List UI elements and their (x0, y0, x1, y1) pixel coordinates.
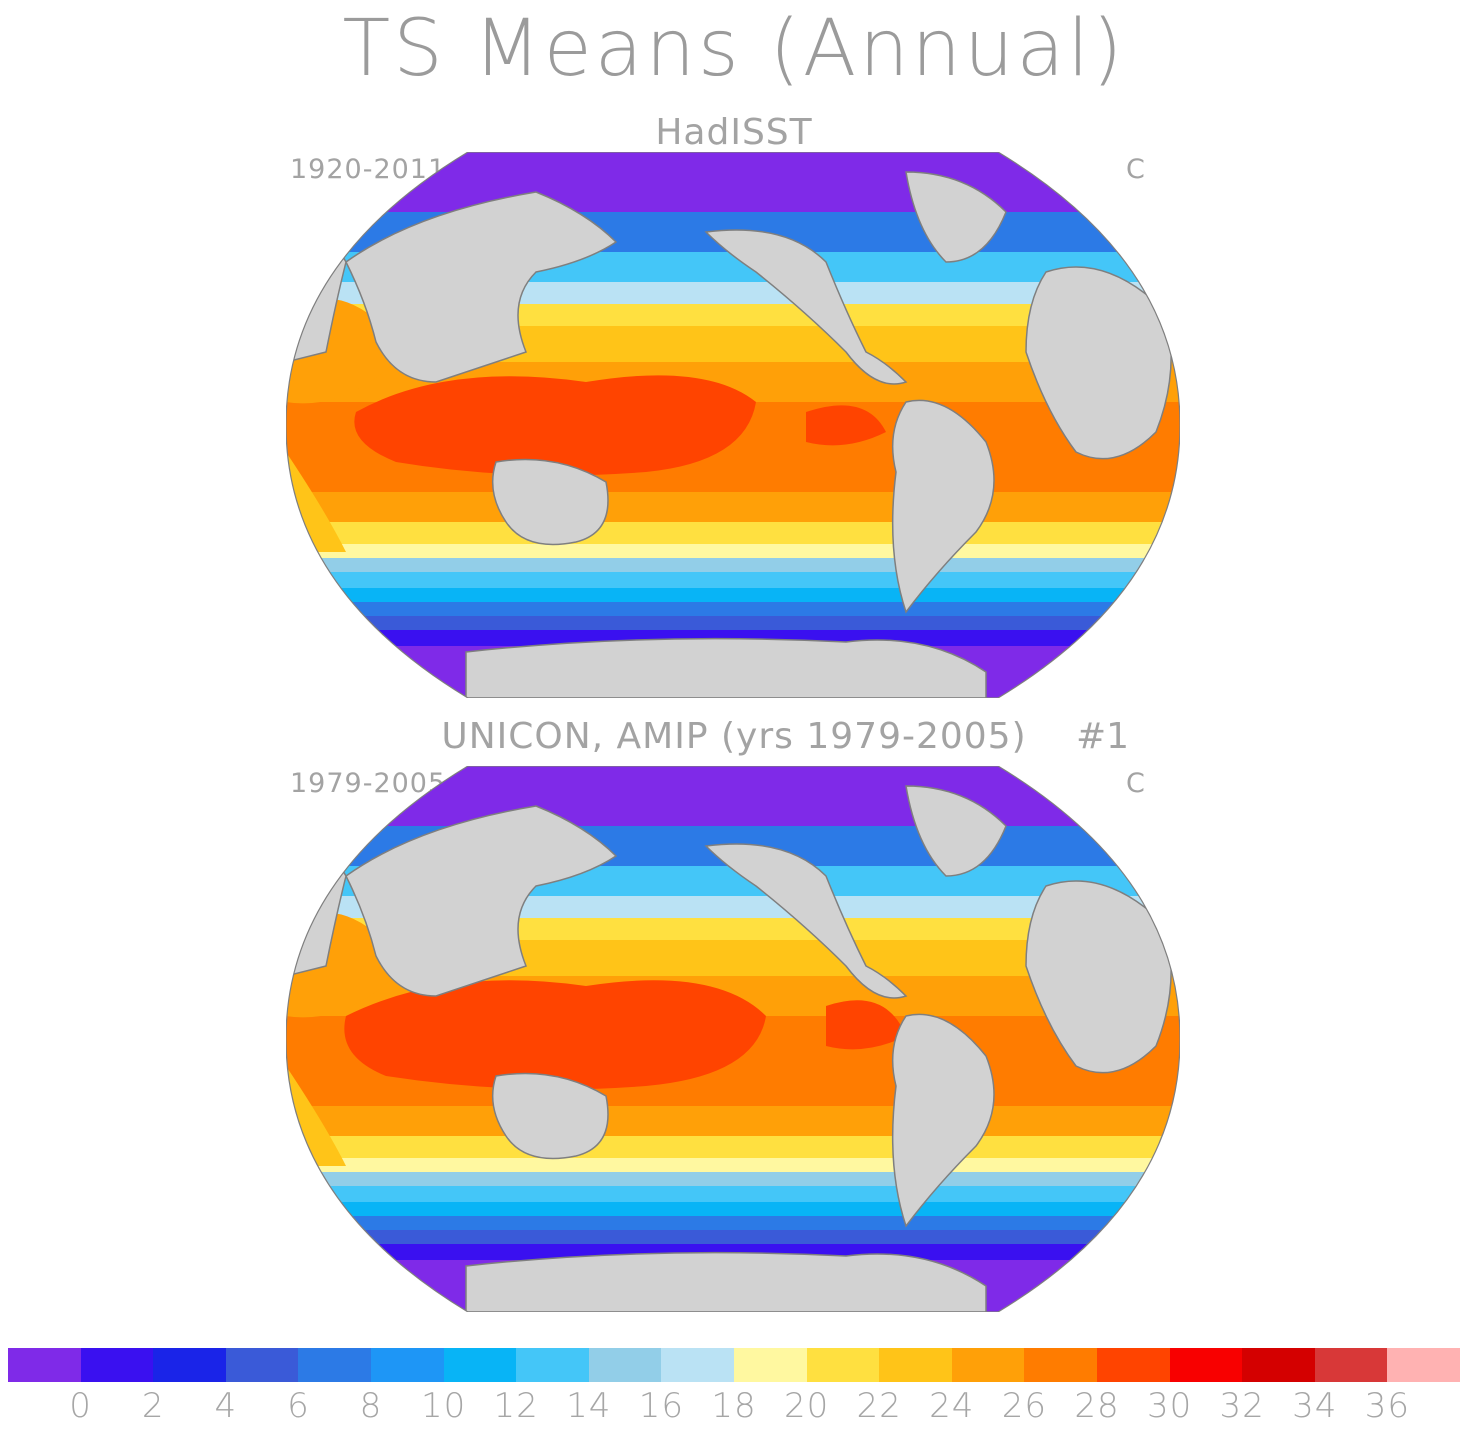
colorbar-tick-label: 28 (1074, 1386, 1120, 1426)
colorbar-tick-label: 4 (214, 1386, 238, 1426)
colorbar-tick-label: 16 (638, 1386, 685, 1426)
figure-title: TS Means (Annual) (342, 4, 1126, 94)
colorbar-swatch (806, 1348, 880, 1382)
colorbar-swatch (588, 1348, 662, 1382)
colorbar-swatch (225, 1348, 299, 1382)
colorbar-swatch (80, 1348, 154, 1382)
colorbar-tick-label: 26 (1001, 1386, 1048, 1426)
colorbar-swatch (951, 1348, 1025, 1382)
colorbar-tick-label: 36 (1364, 1386, 1411, 1426)
panel-1-units: C (1126, 154, 1145, 185)
panel-2-years: 1979-2005 (290, 768, 447, 799)
colorbar-tick-label: 8 (359, 1386, 383, 1426)
colorbar-swatch (733, 1348, 807, 1382)
colorbar-swatch (8, 1348, 81, 1382)
colorbar-tick-label: 0 (69, 1386, 92, 1426)
colorbar-swatch (1387, 1348, 1460, 1382)
colorbar-tick-label: 6 (287, 1386, 310, 1426)
colorbar-tick-label: 20 (783, 1386, 830, 1426)
colorbar-tick-label: 14 (566, 1386, 612, 1426)
panel-2-map (286, 766, 1180, 1312)
colorbar-swatch (1024, 1348, 1097, 1382)
colorbar-swatch (153, 1348, 226, 1382)
colorbar-tick-label: 32 (1219, 1386, 1265, 1426)
panel-1-map (286, 152, 1180, 698)
colorbar-swatch (1314, 1348, 1388, 1382)
colorbar-swatch (1096, 1348, 1170, 1382)
panel-1-years: 1920-2011 (290, 154, 447, 185)
colorbar-tick-label: 18 (711, 1386, 757, 1426)
colorbar-swatch (1242, 1348, 1315, 1382)
colorbar-swatch (298, 1348, 371, 1382)
colorbar-tick-label: 24 (929, 1386, 975, 1426)
colorbar-swatch (879, 1348, 952, 1382)
panel-2-title: UNICON, AMIP (yrs 1979-2005) (441, 716, 1027, 757)
colorbar (8, 1348, 1460, 1382)
colorbar-swatch (661, 1348, 734, 1382)
panel-2-units: C (1126, 768, 1145, 799)
colorbar-tick-label: 30 (1146, 1386, 1193, 1426)
colorbar-swatch (443, 1348, 517, 1382)
colorbar-labels: 0 2 4 6 8 10 12 14 16 18 20 22 24 26 28 30 32 34 36 (8, 1386, 1460, 1426)
colorbar-swatch (370, 1348, 444, 1382)
colorbar-tick-label: 34 (1292, 1386, 1338, 1426)
panel-2-run-number: #1 (1076, 716, 1130, 757)
colorbar-swatch (1169, 1348, 1243, 1382)
colorbar-tick-label: 12 (493, 1386, 539, 1426)
colorbar-swatch (516, 1348, 589, 1382)
land-1 (286, 171, 1172, 698)
colorbar-tick-label: 10 (420, 1386, 467, 1426)
colorbar-tick-label: 2 (141, 1386, 165, 1426)
colorbar-tick-label: 22 (856, 1386, 902, 1426)
panel-1-title: HadISST (655, 112, 813, 153)
